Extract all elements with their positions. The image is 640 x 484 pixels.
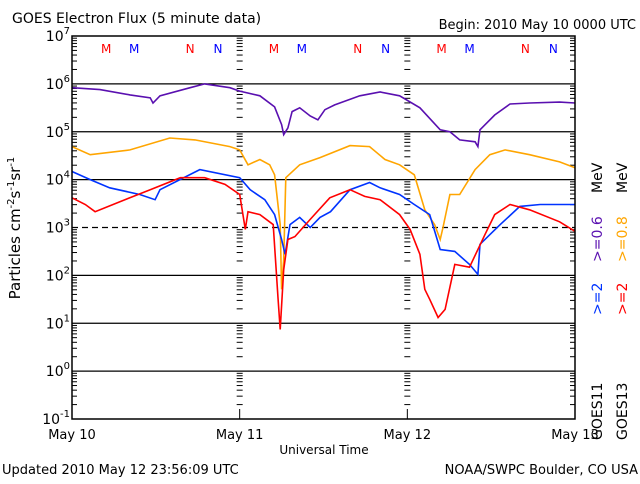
grid-lines bbox=[72, 83, 575, 372]
x-axis-label: Universal Time bbox=[279, 443, 368, 457]
local-time-marker: M bbox=[436, 42, 446, 56]
y-tick-label: 100 bbox=[46, 361, 70, 380]
x-tick-label: May 11 bbox=[216, 428, 264, 443]
y-tick-label: 101 bbox=[46, 313, 70, 332]
source-credit: NOAA/SWPC Boulder, CO USA bbox=[445, 463, 638, 478]
local-time-marker: M bbox=[101, 42, 111, 56]
y-label-exp: -1 bbox=[6, 157, 17, 167]
y-tick-label: 10-1 bbox=[42, 409, 70, 428]
y-tick-label: 106 bbox=[46, 74, 70, 93]
legend-goes11-label: GOES11 bbox=[590, 383, 606, 440]
local-time-marker: N bbox=[521, 42, 530, 56]
y-label-s: s bbox=[6, 190, 24, 198]
local-time-marker: N bbox=[353, 42, 362, 56]
y-tick-label: 102 bbox=[46, 265, 70, 284]
legend-goes13-2mev: >=2 bbox=[615, 283, 631, 315]
legend-goes11-2mev: >=2 bbox=[590, 283, 606, 315]
y-label-exp: -2 bbox=[6, 198, 17, 208]
plot-frame bbox=[71, 35, 576, 420]
y-tick-label: 104 bbox=[46, 170, 70, 189]
y-axis-label: Particles cm-2s-1sr-1 bbox=[6, 157, 24, 300]
updated-timestamp: Updated 2010 May 12 23:56:09 UTC bbox=[2, 463, 239, 478]
x-tick-label: May 13 bbox=[551, 428, 599, 443]
local-time-marker: N bbox=[214, 42, 223, 56]
y-label-base: Particles cm bbox=[6, 208, 24, 299]
local-time-marker: M bbox=[297, 42, 307, 56]
legend-goes11-06mev: >=0.6 bbox=[590, 216, 606, 262]
x-tick-label: May 10 bbox=[48, 428, 96, 443]
axis-ticks bbox=[71, 37, 576, 419]
series-group bbox=[71, 83, 576, 330]
x-tick-label: May 12 bbox=[384, 428, 432, 443]
local-time-marker: M bbox=[464, 42, 474, 56]
series-line bbox=[71, 168, 575, 277]
y-label-exp: -1 bbox=[6, 181, 17, 191]
legend: GOES11 GOES13 >=2 >=2 >=0.6 >=0.8 MeV Me… bbox=[590, 162, 631, 440]
local-time-marker: N bbox=[381, 42, 390, 56]
series-line bbox=[71, 83, 576, 150]
local-time-marker: M bbox=[129, 42, 139, 56]
y-tick-label: 107 bbox=[46, 26, 70, 45]
local-time-marker: N bbox=[549, 42, 558, 56]
local-time-marker: N bbox=[186, 42, 195, 56]
y-label-sr: sr bbox=[6, 166, 24, 181]
chart-title: GOES Electron Flux (5 minute data) bbox=[12, 11, 261, 27]
y-tick-labels: 107 106 105 104 103 102 101 100 10-1 bbox=[42, 26, 70, 428]
legend-goes13-08mev: >=0.8 bbox=[615, 216, 631, 262]
y-tick-label: 103 bbox=[46, 218, 70, 237]
local-time-marker: M bbox=[269, 42, 279, 56]
series-line bbox=[71, 176, 576, 330]
begin-label: Begin: 2010 May 10 0000 UTC bbox=[439, 18, 636, 33]
legend-goes11-mev: MeV bbox=[590, 162, 606, 193]
x-tick-labels: May 10 May 11 May 12 May 13 bbox=[48, 428, 599, 443]
series-line bbox=[71, 137, 576, 290]
legend-goes13-mev: MeV bbox=[615, 162, 631, 193]
legend-goes13-label: GOES13 bbox=[615, 383, 631, 440]
y-tick-label: 105 bbox=[46, 122, 70, 141]
